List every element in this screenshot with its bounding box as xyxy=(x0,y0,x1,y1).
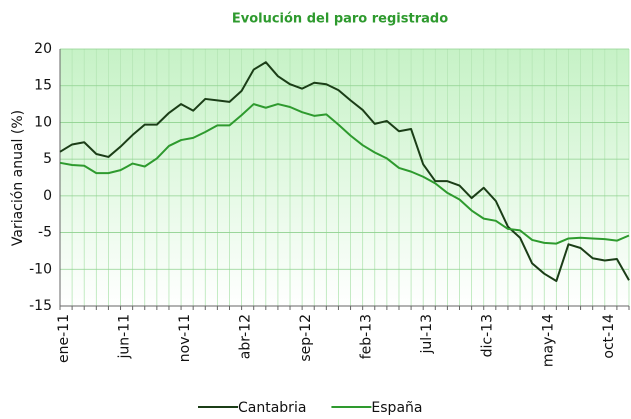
y-tick-label: 0 xyxy=(43,188,52,204)
y-axis-label: Variación anual (%) xyxy=(10,110,26,246)
x-tick-label: jul-13 xyxy=(419,314,435,355)
plot-area xyxy=(60,49,629,306)
x-tick-label: oct-14 xyxy=(601,314,617,359)
x-tick-label: sep-12 xyxy=(298,314,314,362)
x-tick-label: dic-13 xyxy=(480,314,496,357)
series-line xyxy=(59,61,630,283)
y-tick-label: -10 xyxy=(29,261,52,277)
y-tick-label: -5 xyxy=(38,225,52,241)
y-tick-label: 10 xyxy=(34,114,52,130)
x-tick-label: jun-11 xyxy=(117,314,133,360)
series-line xyxy=(59,103,630,245)
x-tick-label: feb-13 xyxy=(359,314,375,359)
chart-title: Evolución del paro registrado xyxy=(232,12,448,27)
y-tick-label: 15 xyxy=(34,78,52,94)
y-tick-label: 20 xyxy=(34,41,52,57)
x-tick-label: abr-12 xyxy=(238,314,254,359)
x-tick-label: nov-11 xyxy=(177,314,193,362)
y-tick-label: -15 xyxy=(29,298,52,314)
x-tick-label: may-14 xyxy=(540,314,556,367)
x-tick-label: ene-11 xyxy=(56,314,72,363)
legend-label: España xyxy=(371,400,422,416)
y-tick-label: 5 xyxy=(43,151,52,167)
legend-label: Cantabria xyxy=(238,400,306,416)
